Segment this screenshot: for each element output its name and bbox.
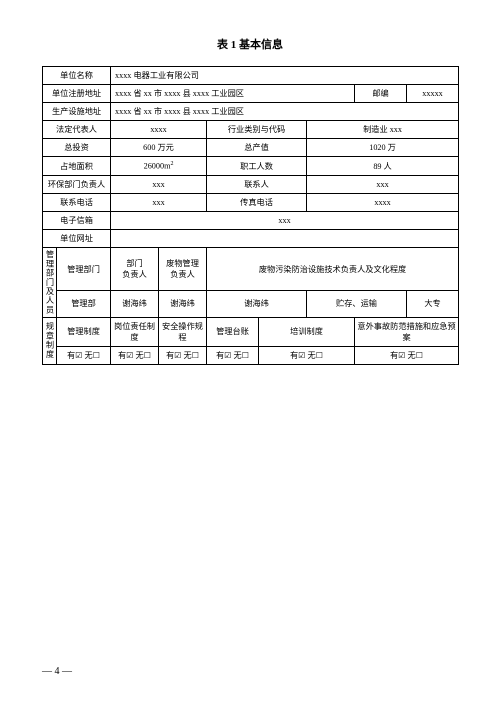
value-email: xxx [111, 212, 459, 230]
youwu-5: 有☑ 无☐ [259, 346, 355, 364]
label-waste-head: 废物管理负责人 [159, 248, 207, 291]
label-contact: 联系人 [207, 176, 307, 194]
table-row: 单位网址 [43, 230, 459, 248]
youwu-6: 有☑ 无☐ [355, 346, 459, 364]
value-unit-name: xxxx 电器工业有限公司 [111, 67, 459, 85]
value-name1: 谢海纬 [111, 291, 159, 318]
value-industry: 制造业 xxx [307, 121, 459, 139]
basic-info-table: 单位名称 xxxx 电器工业有限公司 单位注册地址 xxxx 省 xx 市 xx… [42, 66, 459, 365]
table-row: 规章制度 管理制度 岗位责任制度 安全操作规程 管理台账 培训制度 意外事故防范… [43, 317, 459, 346]
label-dept-people: 管理部门及人员 [43, 248, 57, 317]
label-env-head: 环保部门负责人 [43, 176, 111, 194]
youwu-2: 有☑ 无☐ [111, 346, 159, 364]
value-name2: 谢海纬 [159, 291, 207, 318]
label-unit-name: 单位名称 [43, 67, 111, 85]
value-reg-addr: xxxx 省 xx 市 xxxx 县 xxxx 工业园区 [111, 85, 355, 103]
label-website: 单位网址 [43, 230, 111, 248]
label-rules: 规章制度 [43, 317, 57, 364]
value-total-invest: 600 万元 [111, 139, 207, 157]
table-row: 单位名称 xxxx 电器工业有限公司 [43, 67, 459, 85]
label-mgmt-sys: 管理制度 [57, 317, 111, 346]
label-ledger: 管理台账 [207, 317, 259, 346]
table-title: 表 1 基本信息 [42, 36, 458, 52]
value-postcode: xxxxx [407, 85, 459, 103]
table-row: 管理部门及人员 管理部门 部门负责人 废物管理负责人 废物污染防治设施技术负责人… [43, 248, 459, 291]
label-fac-addr: 生产设施地址 [43, 103, 111, 121]
label-pollution-tech: 废物污染防治设施技术负责人及文化程度 [207, 248, 459, 291]
value-fac-addr: xxxx 省 xx 市 xxxx 县 xxxx 工业园区 [111, 103, 459, 121]
value-legal-rep: xxxx [111, 121, 207, 139]
value-phone: xxx [111, 194, 207, 212]
label-reg-addr: 单位注册地址 [43, 85, 111, 103]
value-contact: xxx [307, 176, 459, 194]
table-row: 总投资 600 万元 总产值 1020 万 [43, 139, 459, 157]
value-land-area: 26000m2 [111, 157, 207, 176]
label-mgmt-dept: 管理部门 [57, 248, 111, 291]
table-row: 生产设施地址 xxxx 省 xx 市 xxxx 县 xxxx 工业园区 [43, 103, 459, 121]
label-email: 电子信箱 [43, 212, 111, 230]
table-row: 联系电话 xxx 传真电话 xxxx [43, 194, 459, 212]
table-row: 环保部门负责人 xxx 联系人 xxx [43, 176, 459, 194]
page-number: — 4 — [42, 666, 72, 677]
table-row: 法定代表人 xxxx 行业类别与代码 制造业 xxx [43, 121, 459, 139]
label-safe-op: 安全操作规程 [159, 317, 207, 346]
value-staff-count: 89 人 [307, 157, 459, 176]
table-row: 单位注册地址 xxxx 省 xx 市 xxxx 县 xxxx 工业园区 邮编 x… [43, 85, 459, 103]
label-postcode: 邮编 [355, 85, 407, 103]
value-total-output: 1020 万 [307, 139, 459, 157]
label-job-resp: 岗位责任制度 [111, 317, 159, 346]
label-staff-count: 职工人数 [207, 157, 307, 176]
table-row: 占地面积 26000m2 职工人数 89 人 [43, 157, 459, 176]
youwu-3: 有☑ 无☐ [159, 346, 207, 364]
youwu-4: 有☑ 无☐ [207, 346, 259, 364]
label-dept-head: 部门负责人 [111, 248, 159, 291]
label-total-invest: 总投资 [43, 139, 111, 157]
label-total-output: 总产值 [207, 139, 307, 157]
value-name3: 谢海纬 [207, 291, 307, 318]
value-env-head: xxx [111, 176, 207, 194]
value-dazhuan: 大专 [407, 291, 459, 318]
page: 表 1 基本信息 单位名称 xxxx 电器工业有限公司 单位注册地址 xxxx … [0, 0, 500, 365]
label-emergency: 意外事故防范措施和应急预案 [355, 317, 459, 346]
label-land-area: 占地面积 [43, 157, 111, 176]
label-legal-rep: 法定代表人 [43, 121, 111, 139]
label-fax: 传真电话 [207, 194, 307, 212]
table-row: 电子信箱 xxx [43, 212, 459, 230]
value-mgmt-bu: 管理部 [57, 291, 111, 318]
value-store-trans: 贮存、运输 [307, 291, 407, 318]
table-row: 有☑ 无☐ 有☑ 无☐ 有☑ 无☐ 有☑ 无☐ 有☑ 无☐ 有☑ 无☐ [43, 346, 459, 364]
table-row: 管理部 谢海纬 谢海纬 谢海纬 贮存、运输 大专 [43, 291, 459, 318]
youwu-1: 有☑ 无☐ [57, 346, 111, 364]
label-phone: 联系电话 [43, 194, 111, 212]
label-industry: 行业类别与代码 [207, 121, 307, 139]
value-website [111, 230, 459, 248]
label-training: 培训制度 [259, 317, 355, 346]
value-fax: xxxx [307, 194, 459, 212]
